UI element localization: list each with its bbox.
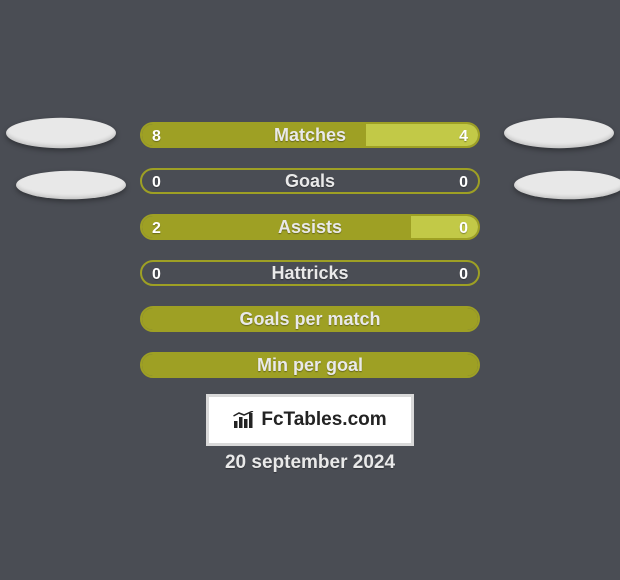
- stat-value-left: 0: [152, 262, 161, 286]
- stat-value-left: 0: [152, 170, 161, 194]
- stat-row: 2 0 Assists: [0, 214, 620, 244]
- watermark-text: FcTables.com: [261, 409, 386, 431]
- stat-row: 8 4 Matches: [0, 122, 620, 152]
- date-text: 20 september 2024: [0, 452, 620, 474]
- stat-bar-track: [140, 306, 480, 332]
- watermark-badge: FcTables.com: [206, 394, 414, 446]
- stat-bar-left: [142, 124, 366, 146]
- stat-bar-track: 0 0: [140, 260, 480, 286]
- chart-icon: [233, 411, 255, 429]
- stat-bar-track: 2 0: [140, 214, 480, 240]
- stat-row: Min per goal: [0, 352, 620, 382]
- stat-value-left: 2: [152, 216, 161, 240]
- stat-bar-track: [140, 352, 480, 378]
- stats-container: 8 4 Matches 0 0 Goals 2 0 Assists 0 0 Ha…: [0, 122, 620, 398]
- stat-bar-left: [142, 216, 411, 238]
- stat-value-right: 0: [459, 216, 468, 240]
- stat-value-right: 4: [459, 124, 468, 148]
- stat-row: Goals per match: [0, 306, 620, 336]
- stat-row: 0 0 Goals: [0, 168, 620, 198]
- stat-value-left: 8: [152, 124, 161, 148]
- stat-bar-left: [142, 354, 478, 376]
- stat-value-right: 0: [459, 262, 468, 286]
- stat-bar-left: [142, 308, 478, 330]
- stat-row: 0 0 Hattricks: [0, 260, 620, 290]
- stat-bar-track: 8 4: [140, 122, 480, 148]
- stat-bar-track: 0 0: [140, 168, 480, 194]
- stat-value-right: 0: [459, 170, 468, 194]
